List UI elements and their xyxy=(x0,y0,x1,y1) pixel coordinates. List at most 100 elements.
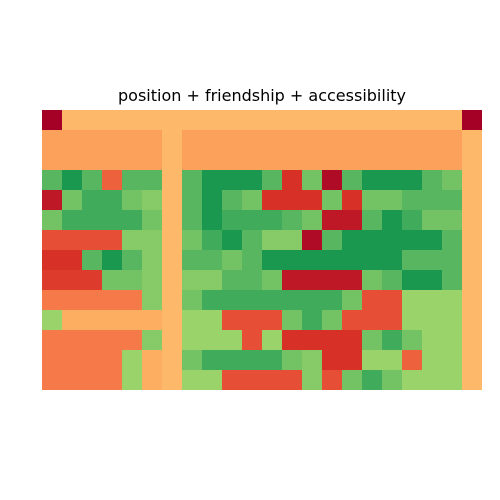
heatmap-cell-13-11 xyxy=(262,370,283,390)
chart-title: position + friendship + accessibility xyxy=(118,86,406,105)
heatmap-cell-6-1 xyxy=(62,230,83,251)
heatmap-cell-0-4 xyxy=(122,110,143,131)
heatmap-cell-8-3 xyxy=(102,270,123,291)
heatmap-cell-5-2 xyxy=(82,210,103,231)
heatmap-cell-10-3 xyxy=(102,310,123,331)
heatmap-cell-7-4 xyxy=(122,250,143,271)
heatmap-cell-3-16 xyxy=(362,170,383,191)
heatmap-cell-7-13 xyxy=(302,250,323,271)
heatmap-cell-0-11 xyxy=(262,110,283,131)
heatmap-cell-3-9 xyxy=(222,170,243,191)
heatmap-cell-3-1 xyxy=(62,170,83,191)
heatmap-cell-4-20 xyxy=(442,190,463,211)
heatmap-cell-9-19 xyxy=(422,290,443,311)
heatmap-cell-0-15 xyxy=(342,110,363,131)
heatmap-cell-6-15 xyxy=(342,230,363,251)
heatmap-cell-7-12 xyxy=(282,250,303,271)
heatmap-cell-5-8 xyxy=(202,210,223,231)
heatmap-cell-4-21 xyxy=(462,190,482,211)
heatmap-cell-11-10 xyxy=(242,330,263,351)
heatmap-cell-11-2 xyxy=(82,330,103,351)
heatmap-cell-3-17 xyxy=(382,170,403,191)
heatmap-cell-2-9 xyxy=(222,150,243,171)
heatmap-cell-5-18 xyxy=(402,210,423,231)
heatmap-cell-2-20 xyxy=(442,150,463,171)
heatmap-cell-10-8 xyxy=(202,310,223,331)
heatmap-cell-3-6 xyxy=(162,170,183,191)
heatmap-cell-1-17 xyxy=(382,130,403,151)
heatmap-cell-10-14 xyxy=(322,310,343,331)
heatmap-cell-2-3 xyxy=(102,150,123,171)
heatmap-cell-13-13 xyxy=(302,370,323,390)
heatmap-cell-10-5 xyxy=(142,310,163,331)
heatmap-cell-9-6 xyxy=(162,290,183,311)
heatmap-cell-0-17 xyxy=(382,110,403,131)
heatmap-cell-0-12 xyxy=(282,110,303,131)
heatmap-cell-12-4 xyxy=(122,350,143,371)
heatmap-cell-4-18 xyxy=(402,190,423,211)
heatmap-cell-11-11 xyxy=(262,330,283,351)
heatmap-cell-6-16 xyxy=(362,230,383,251)
heatmap-cell-7-10 xyxy=(242,250,263,271)
heatmap-cell-11-9 xyxy=(222,330,243,351)
heatmap-cell-13-10 xyxy=(242,370,263,390)
heatmap-cell-9-9 xyxy=(222,290,243,311)
heatmap-cell-0-10 xyxy=(242,110,263,131)
heatmap-cell-11-6 xyxy=(162,330,183,351)
heatmap-cell-13-20 xyxy=(442,370,463,390)
heatmap-cell-11-18 xyxy=(402,330,423,351)
heatmap-cell-5-1 xyxy=(62,210,83,231)
heatmap-cell-12-5 xyxy=(142,350,163,371)
heatmap-cell-13-17 xyxy=(382,370,403,390)
heatmap-cell-10-15 xyxy=(342,310,363,331)
heatmap-cell-10-21 xyxy=(462,310,482,331)
heatmap-cell-6-8 xyxy=(202,230,223,251)
heatmap-cell-3-7 xyxy=(182,170,203,191)
heatmap-cell-8-7 xyxy=(182,270,203,291)
heatmap-cell-1-2 xyxy=(82,130,103,151)
heatmap-cell-3-4 xyxy=(122,170,143,191)
heatmap-cell-3-2 xyxy=(82,170,103,191)
heatmap-cell-12-6 xyxy=(162,350,183,371)
heatmap-cell-8-17 xyxy=(382,270,403,291)
heatmap-cell-5-6 xyxy=(162,210,183,231)
heatmap-cell-9-16 xyxy=(362,290,383,311)
heatmap-cell-1-1 xyxy=(62,130,83,151)
heatmap-cell-7-2 xyxy=(82,250,103,271)
heatmap-cell-0-13 xyxy=(302,110,323,131)
heatmap-cell-3-13 xyxy=(302,170,323,191)
heatmap-cell-7-19 xyxy=(422,250,443,271)
heatmap-cell-1-4 xyxy=(122,130,143,151)
heatmap-cell-4-8 xyxy=(202,190,223,211)
heatmap-cell-10-1 xyxy=(62,310,83,331)
heatmap-cell-8-4 xyxy=(122,270,143,291)
heatmap-cell-3-19 xyxy=(422,170,443,191)
heatmap-cell-8-19 xyxy=(422,270,443,291)
heatmap-cell-6-21 xyxy=(462,230,482,251)
heatmap-cell-5-17 xyxy=(382,210,403,231)
heatmap-cell-5-12 xyxy=(282,210,303,231)
heatmap-cell-9-13 xyxy=(302,290,323,311)
heatmap-cell-12-0 xyxy=(42,350,63,371)
heatmap-cell-1-9 xyxy=(222,130,243,151)
heatmap-cell-6-3 xyxy=(102,230,123,251)
heatmap-cell-11-0 xyxy=(42,330,63,351)
heatmap-cell-13-16 xyxy=(362,370,383,390)
heatmap-cell-13-9 xyxy=(222,370,243,390)
heatmap-cell-9-3 xyxy=(102,290,123,311)
heatmap-cell-6-0 xyxy=(42,230,63,251)
heatmap-cell-9-14 xyxy=(322,290,343,311)
heatmap-cell-6-18 xyxy=(402,230,423,251)
heatmap-cell-7-6 xyxy=(162,250,183,271)
heatmap-cell-7-15 xyxy=(342,250,363,271)
heatmap-cell-0-7 xyxy=(182,110,203,131)
heatmap-cell-10-4 xyxy=(122,310,143,331)
heatmap-cell-9-0 xyxy=(42,290,63,311)
heatmap-cell-10-12 xyxy=(282,310,303,331)
heatmap-cell-5-13 xyxy=(302,210,323,231)
heatmap-cell-12-14 xyxy=(322,350,343,371)
heatmap-cell-4-19 xyxy=(422,190,443,211)
heatmap-cell-12-10 xyxy=(242,350,263,371)
heatmap-cell-4-9 xyxy=(222,190,243,211)
heatmap-cell-13-15 xyxy=(342,370,363,390)
